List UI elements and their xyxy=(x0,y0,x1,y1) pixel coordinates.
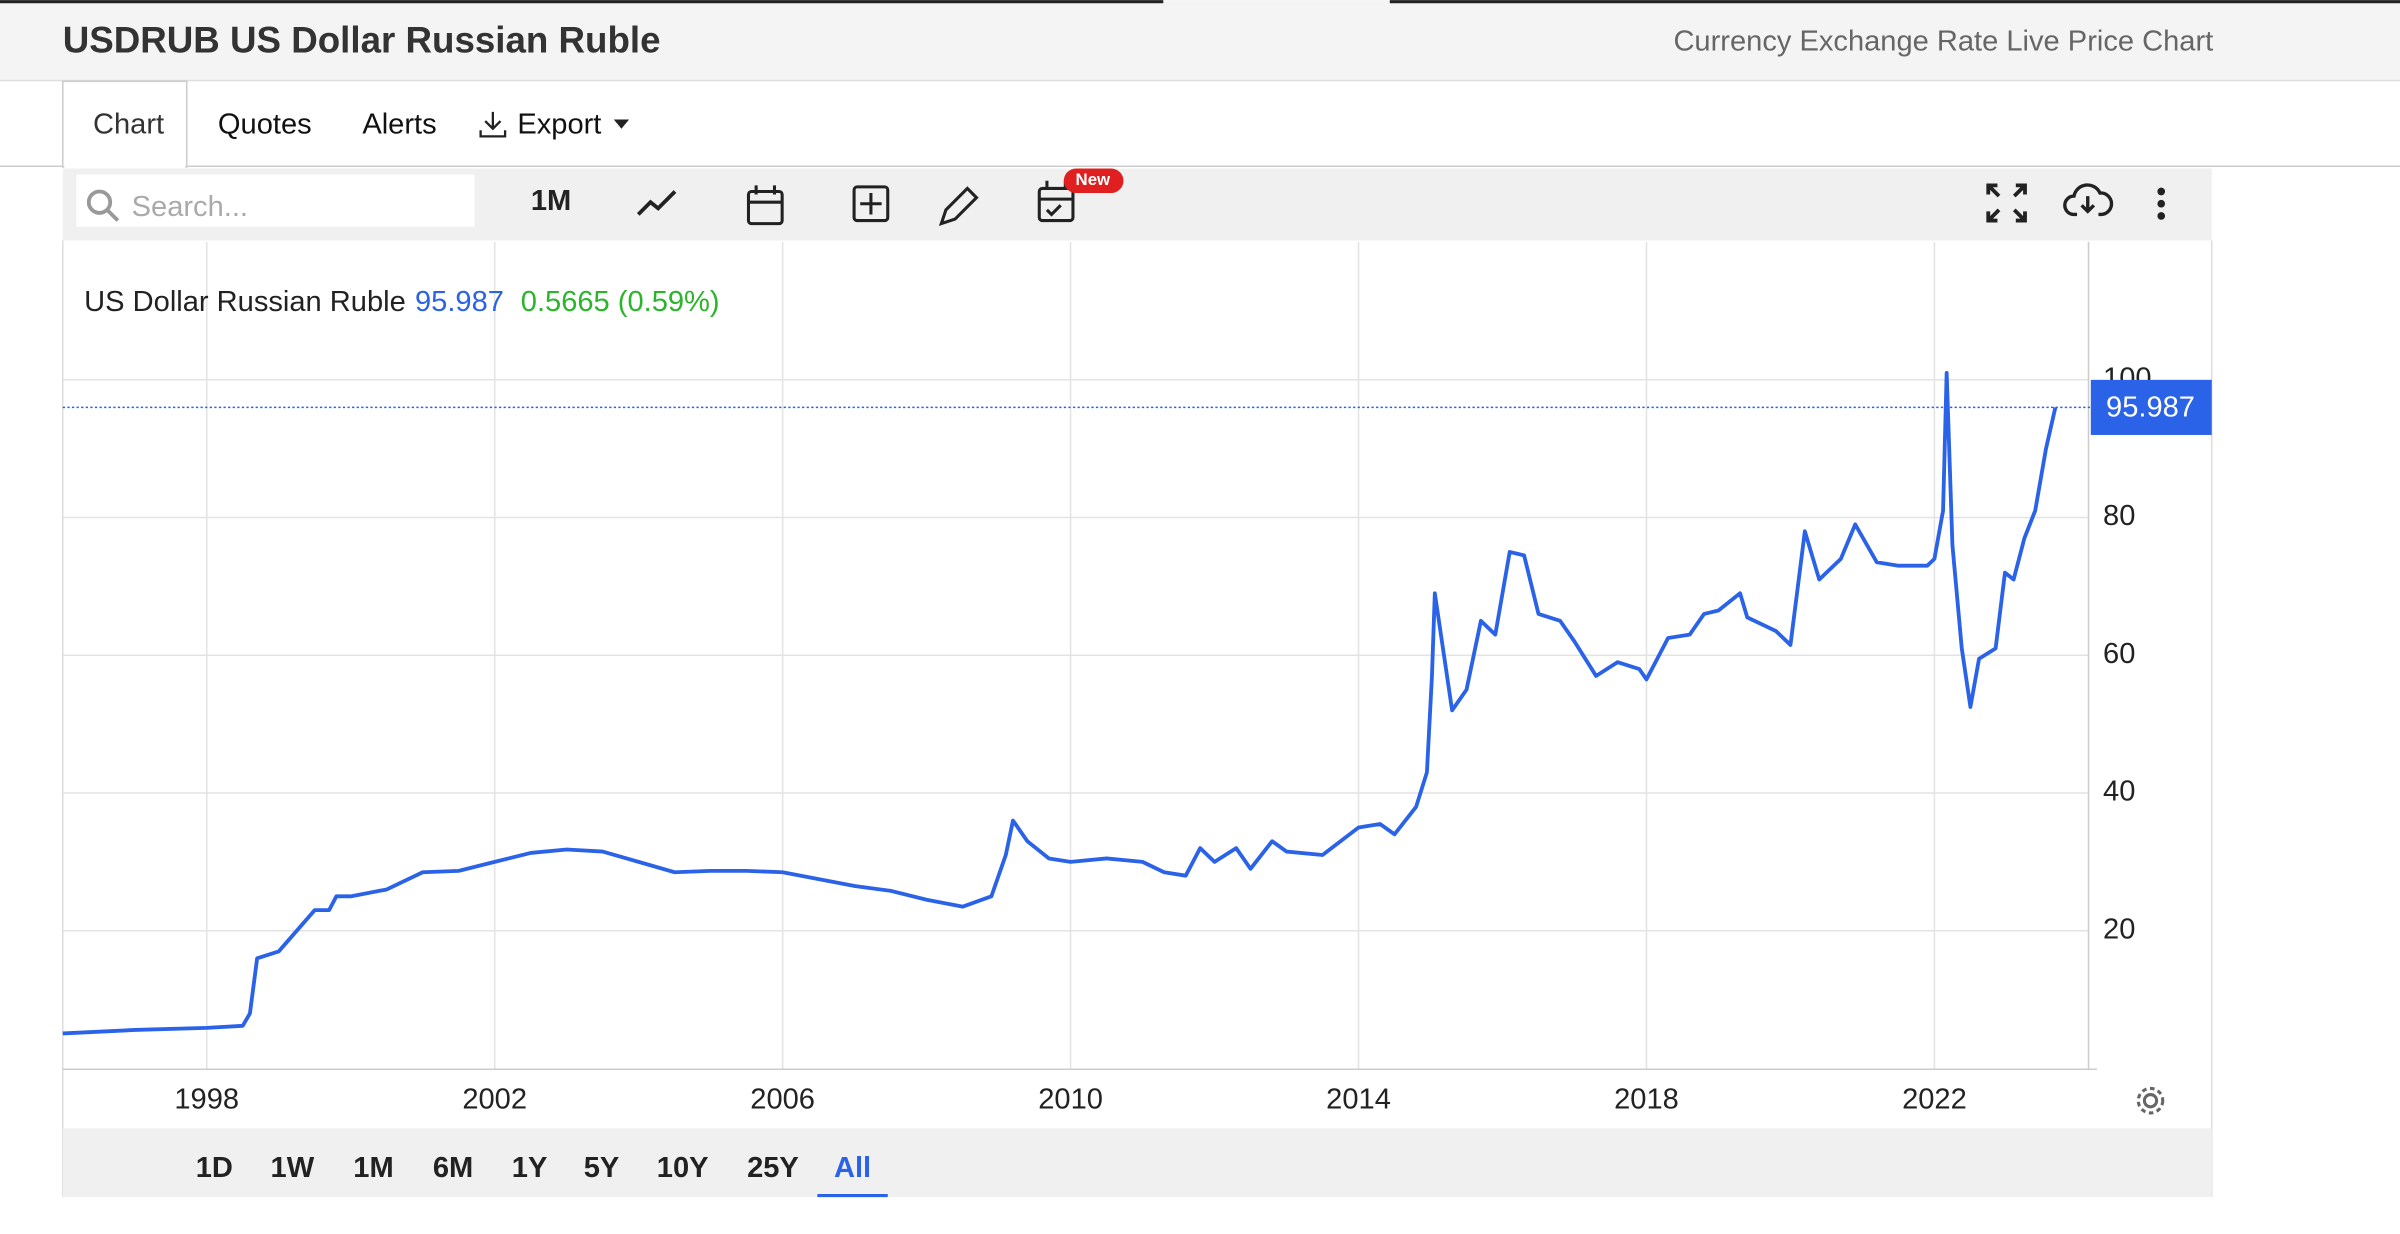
page-subtitle: Currency Exchange Rate Live Price Chart xyxy=(1673,26,2213,58)
x-tick-label: 1998 xyxy=(174,1083,239,1115)
search-icon xyxy=(86,189,120,222)
range-button[interactable]: 1Y xyxy=(512,1152,548,1184)
download-icon[interactable] xyxy=(2063,183,2114,217)
x-tick-label: 2018 xyxy=(1614,1083,1679,1115)
price-line xyxy=(62,370,2058,1036)
range-button[interactable]: 10Y xyxy=(657,1152,709,1184)
legend-name: US Dollar Russian Ruble xyxy=(84,286,406,318)
range-button[interactable]: 25Y xyxy=(747,1152,799,1184)
range-button[interactable]: 5Y xyxy=(584,1152,620,1184)
x-tick-label: 2022 xyxy=(1902,1083,1967,1115)
range-button[interactable]: All xyxy=(834,1152,871,1184)
add-icon[interactable] xyxy=(852,185,890,223)
y-tick-label: 40 xyxy=(2103,776,2135,808)
legend-change: 0.5665 (0.59%) xyxy=(521,286,720,318)
y-tick-label: 20 xyxy=(2103,913,2135,945)
y-tick-label: 80 xyxy=(2103,500,2135,532)
draw-icon[interactable] xyxy=(938,186,979,227)
tab[interactable]: Quotes xyxy=(218,108,312,140)
header-bar xyxy=(0,0,2400,80)
settings-icon[interactable] xyxy=(2136,1086,2165,1115)
tab[interactable]: Chart xyxy=(93,108,164,140)
range-bar xyxy=(62,1128,2212,1198)
menu-icon[interactable] xyxy=(2157,187,2166,220)
range-button[interactable]: 1W xyxy=(271,1152,315,1184)
dropdown-arrow xyxy=(613,119,630,129)
legend-value: 95.987 xyxy=(415,286,504,318)
last-price-box xyxy=(2090,379,2212,435)
x-tick-label: 2010 xyxy=(1038,1083,1103,1115)
range-button[interactable]: 6M xyxy=(433,1152,473,1184)
last-price-label: 95.987 xyxy=(2106,392,2195,424)
x-tick-label: 2014 xyxy=(1326,1083,1391,1115)
badge-text: New xyxy=(1076,170,1112,189)
tab[interactable]: Export xyxy=(517,108,601,140)
x-tick-label: 2002 xyxy=(462,1083,527,1115)
range-button[interactable]: 1D xyxy=(196,1152,233,1184)
new-badge xyxy=(1063,168,1124,194)
interval-button[interactable]: 1M xyxy=(531,185,571,217)
calendar-icon[interactable] xyxy=(746,185,784,226)
export-icon xyxy=(479,111,507,138)
tab[interactable]: Alerts xyxy=(362,108,436,140)
y-tick-label: 60 xyxy=(2103,638,2135,670)
chart-type-icon[interactable] xyxy=(636,190,677,216)
search-box[interactable] xyxy=(76,174,475,227)
page-title: USDRUB US Dollar Russian Ruble xyxy=(63,20,661,61)
range-button[interactable]: 1M xyxy=(353,1152,393,1184)
events-icon[interactable] xyxy=(1037,180,1075,223)
fullscreen-icon[interactable] xyxy=(1986,183,2027,223)
search-placeholder[interactable]: Search... xyxy=(132,191,248,223)
tab-cover xyxy=(64,159,186,169)
range-buttons: 1D 1W 1M 6M 1Y 5Y 10Y 25Y All xyxy=(196,1152,888,1198)
x-tick-label: 2006 xyxy=(750,1083,815,1115)
